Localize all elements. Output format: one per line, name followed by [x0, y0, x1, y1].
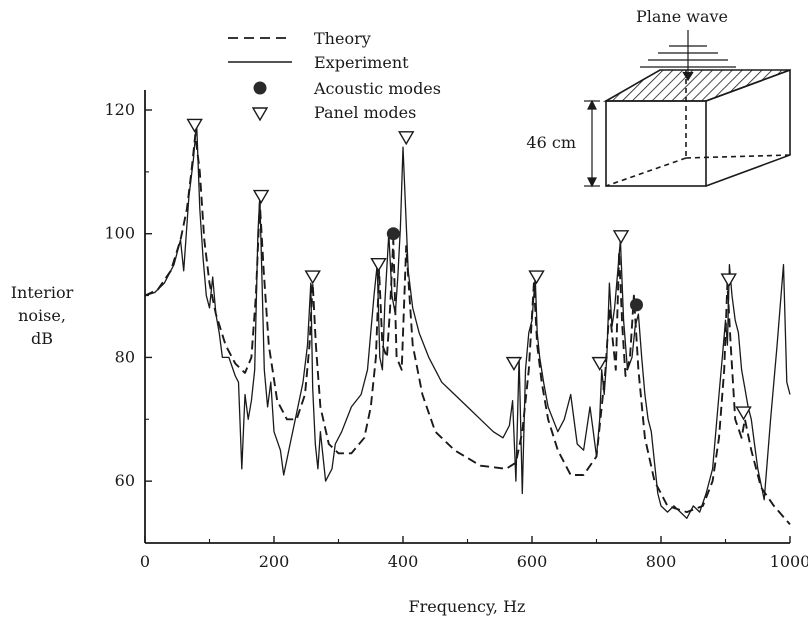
panel-mode-marker [612, 230, 630, 245]
legend-acoustic-marker [253, 81, 267, 95]
box-drawing [602, 68, 791, 187]
box-hidden-edges [605, 70, 791, 187]
axis-ticks: 0 200 400 600 800 1000 60 80 100 120 [104, 100, 808, 571]
panel-mode-marker [370, 257, 387, 273]
axes [144, 90, 790, 544]
y-tick-label-100: 100 [104, 224, 135, 243]
y-axis-label-line-2: noise, [18, 306, 66, 325]
panel-mode-marker [186, 118, 203, 133]
x-tick-label-600: 600 [517, 552, 548, 571]
panel-mode-marker [528, 270, 545, 285]
y-tick-label-120: 120 [104, 100, 135, 119]
panel-mode-marker [735, 406, 752, 421]
x-tick-label-400: 400 [388, 552, 419, 571]
legend-experiment-label: Experiment [314, 53, 409, 72]
panel-mode-marker [252, 189, 270, 204]
y-axis-label-line-3: dB [31, 329, 53, 348]
series-experiment-line [144, 121, 791, 519]
box-top-face [602, 69, 791, 102]
panel-mode-marker [304, 270, 321, 285]
legend-theory-label: Theory [314, 29, 371, 48]
legend-panel-label: Panel modes [314, 103, 416, 122]
panel-mode-marker [505, 356, 523, 372]
legend-acoustic-label: Acoustic modes [313, 79, 441, 98]
inset-dimension-label: 46 cm [526, 133, 576, 152]
markers-layer [186, 118, 752, 421]
y-tick-label-60: 60 [115, 471, 135, 490]
panel-mode-marker [720, 273, 737, 288]
acoustic-mode-marker [629, 298, 643, 312]
x-axis-label: Frequency, Hz [409, 597, 526, 616]
legend: Theory Experiment Acoustic modes Panel m… [228, 29, 441, 122]
box-front-face [605, 100, 707, 187]
legend-panel-marker [251, 107, 269, 122]
series-layer [144, 121, 791, 526]
x-tick-label-200: 200 [259, 552, 290, 571]
x-tick-label-0: 0 [140, 552, 150, 571]
acoustic-mode-marker [386, 227, 400, 241]
plane-wave-box-inset: Plane wave [526, 7, 791, 188]
box-right-face [705, 68, 791, 187]
panel-mode-marker [591, 356, 608, 372]
series-theory-line [144, 133, 791, 526]
x-tick-label-800: 800 [646, 552, 677, 571]
x-tick-label-1000: 1000 [770, 552, 808, 571]
inset-title: Plane wave [636, 7, 728, 26]
height-dimension-arrow [584, 99, 600, 188]
y-tick-label-80: 80 [115, 347, 135, 366]
y-axis-label-line-1: Interior [11, 283, 74, 302]
panel-mode-marker [398, 131, 415, 146]
